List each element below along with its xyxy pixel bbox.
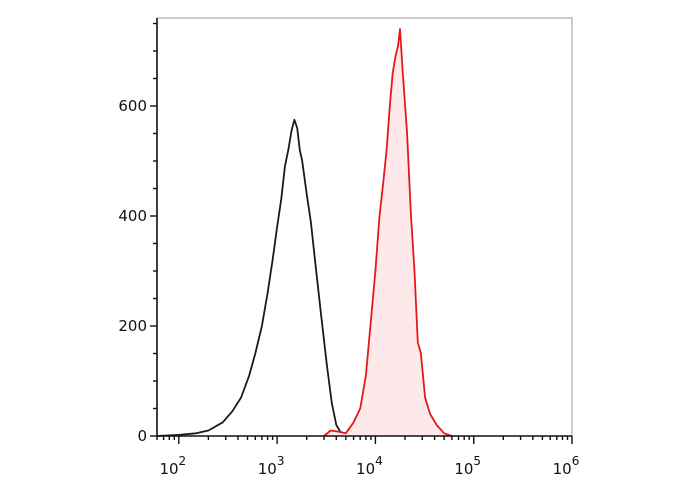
series-layer	[156, 28, 453, 437]
x-tick-base: 10	[356, 460, 375, 478]
x-tick-exponent: 2	[179, 454, 187, 468]
x-tick-exponent: 4	[375, 454, 383, 468]
x-tick-label: 104	[356, 454, 383, 478]
x-tick-base: 10	[159, 460, 178, 478]
y-tick-label: 400	[118, 207, 147, 225]
y-tick-label: 0	[137, 427, 147, 445]
x-tick-base: 10	[454, 460, 473, 478]
series-1-fill	[324, 29, 452, 436]
x-tick-label: 103	[258, 454, 285, 478]
x-tick-label: 105	[454, 454, 481, 478]
x-tick-exponent: 5	[473, 454, 481, 468]
x-tick-label: 102	[159, 454, 186, 478]
plot-border	[156, 17, 573, 437]
x-tick-base: 10	[553, 460, 572, 478]
y-tick-label: 200	[118, 317, 147, 335]
x-tick-label: 106	[553, 454, 580, 478]
y-tick-label: 600	[118, 97, 147, 115]
series-0-line	[156, 118, 347, 437]
series-1-line	[323, 28, 453, 437]
plot-frame	[156, 17, 573, 437]
x-tick-base: 10	[258, 460, 277, 478]
x-tick-exponent: 3	[277, 454, 285, 468]
x-tick-exponent: 6	[572, 454, 580, 468]
